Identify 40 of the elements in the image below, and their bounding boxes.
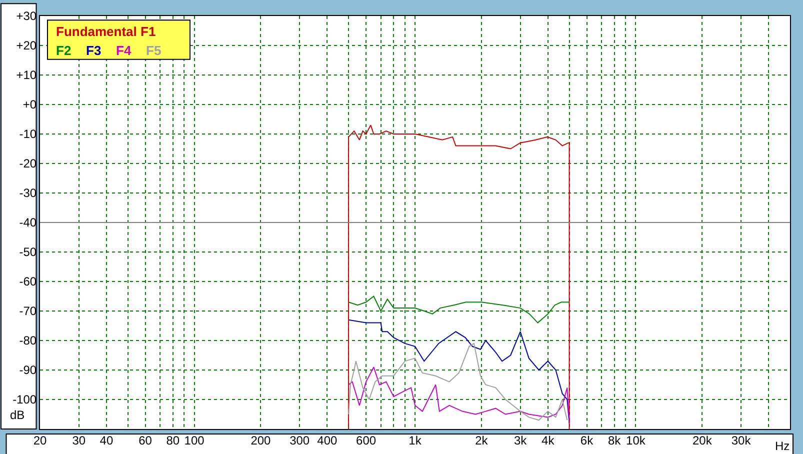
y-tick-label: -40	[19, 216, 37, 230]
x-tick-label: 200	[250, 433, 272, 448]
y-tick-label: -100	[12, 392, 37, 407]
x-tick-label: 600	[356, 433, 376, 448]
text: F5	[146, 43, 162, 58]
x-tick-label: 4k	[542, 433, 556, 448]
x-tick-label: 1k	[408, 433, 422, 448]
text: F3	[86, 43, 102, 58]
text: F2	[56, 43, 72, 58]
x-tick-label: 20k	[692, 433, 713, 448]
x-tick-label: 300	[290, 433, 310, 448]
y-tick-label: -60	[19, 274, 37, 289]
y-tick-label: -10	[19, 127, 37, 142]
x-tick-label: 30	[72, 433, 86, 448]
y-tick-label: -20	[19, 156, 37, 171]
x-tick-label: 400	[317, 433, 338, 448]
x-tick-label: 30k	[731, 433, 752, 448]
y-tick-label: +20	[16, 38, 37, 53]
x-tick-label: 10k	[626, 433, 646, 448]
text: F4	[116, 43, 132, 58]
x-tick-label: 20	[33, 433, 47, 448]
y-tick-label: +0	[22, 98, 37, 112]
x-tick-label: 40	[100, 433, 114, 448]
x-tick-label: 8k	[608, 433, 622, 448]
x-tick-label: 6k	[580, 433, 594, 448]
x-tick-label: 100	[184, 433, 205, 448]
x-tick-label: 3k	[514, 433, 528, 448]
y-tick-label: +10	[16, 68, 37, 82]
y-tick-label: -50	[19, 245, 37, 260]
x-tick-label: 80	[166, 433, 180, 448]
y-axis-title: dB	[10, 408, 25, 422]
y-tick-label: -90	[19, 363, 37, 378]
x-axis-title: Hz	[775, 439, 790, 453]
y-tick-label: +30	[16, 9, 37, 24]
y-tick-label: -70	[19, 304, 37, 318]
x-tick-label: 2k	[475, 433, 489, 448]
y-tick-label: -80	[19, 334, 37, 348]
y-tick-label: -30	[19, 186, 37, 200]
x-tick-label: 60	[138, 433, 152, 448]
text: Fundamental F1	[56, 24, 156, 39]
